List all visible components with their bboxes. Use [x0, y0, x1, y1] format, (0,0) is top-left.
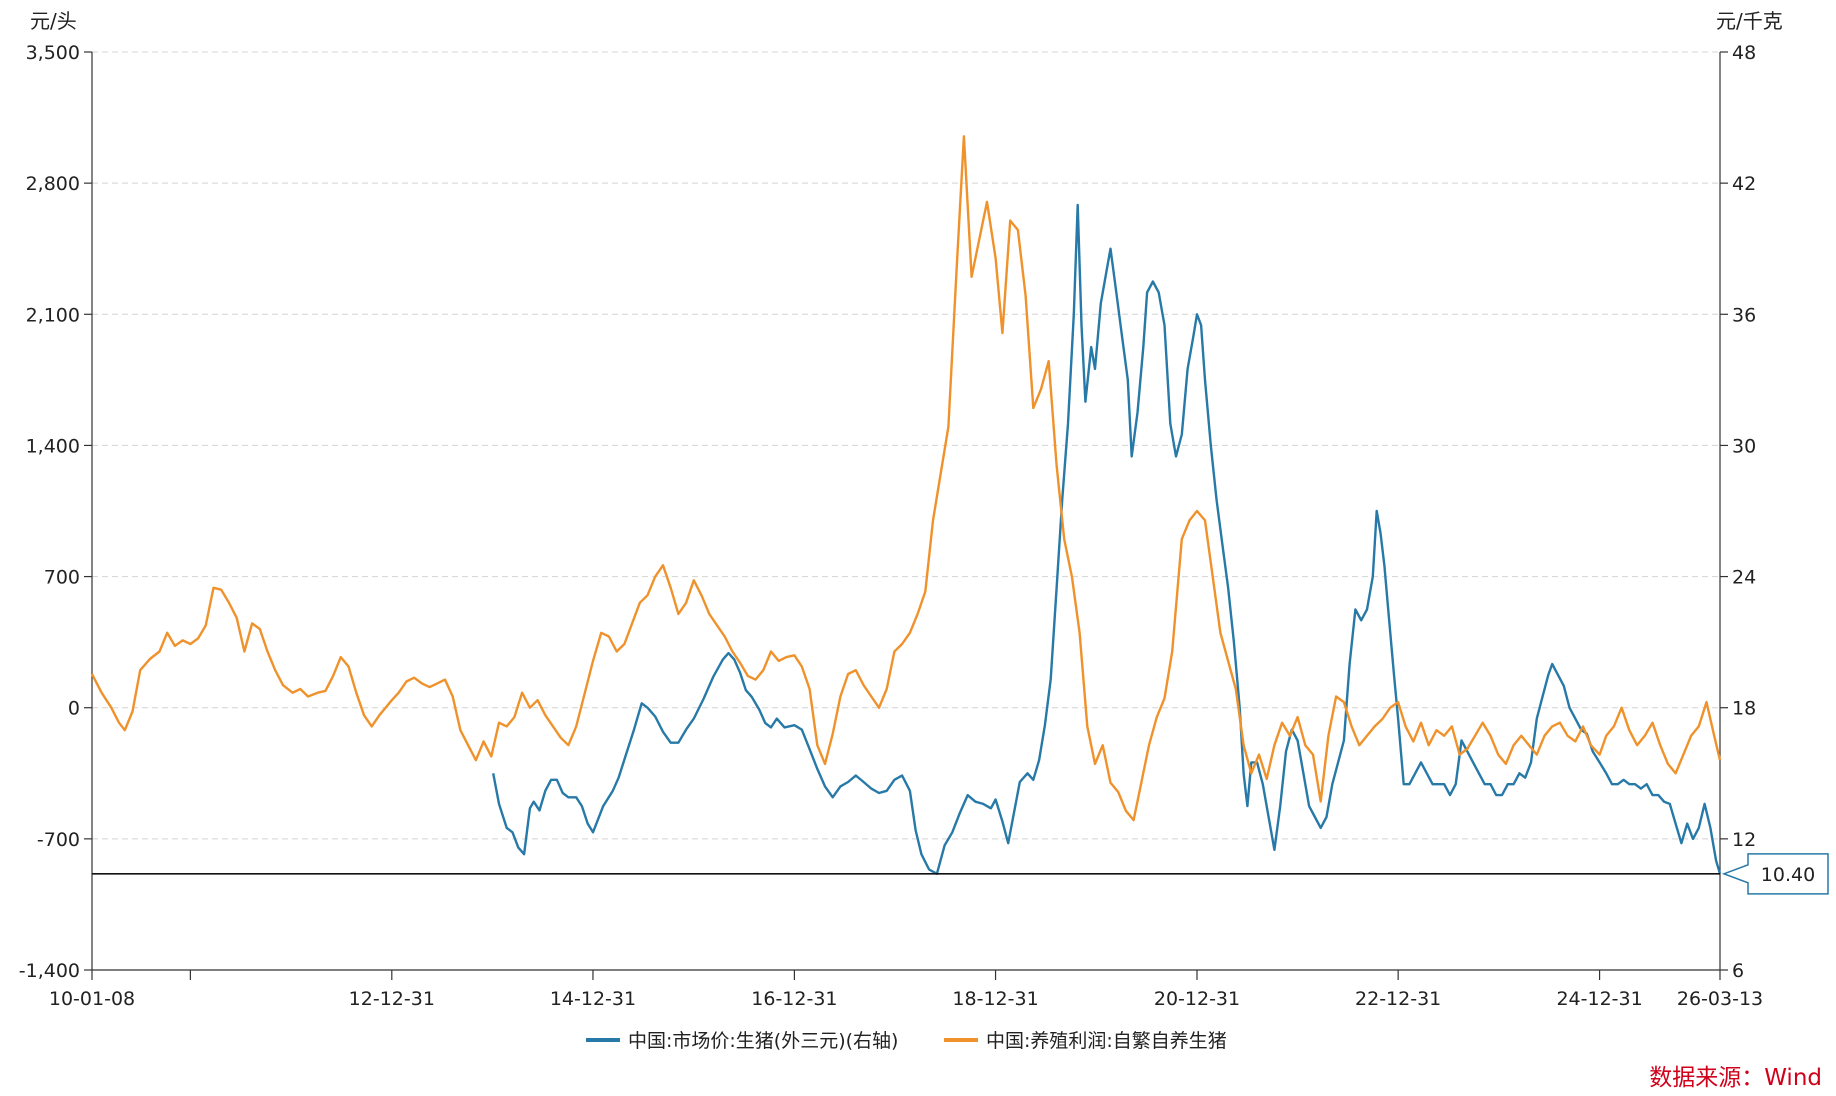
right-axis-tick-label: 30 — [1732, 435, 1756, 457]
left-axis-tick-label: -1,400 — [19, 960, 80, 982]
marker-layer: 10.40 — [92, 853, 1829, 895]
data-source-label: 数据来源：Wind — [1649, 1065, 1822, 1091]
x-axis-tick-label: 22-12-31 — [1355, 988, 1441, 1010]
x-axis-tick-label: 12-12-31 — [349, 988, 435, 1010]
x-axis-tick-label: 26-03-13 — [1677, 988, 1763, 1010]
left-axis-tick-label: 1,400 — [26, 435, 80, 457]
x-axis-tick-label: 18-12-31 — [952, 988, 1038, 1010]
x-axis-tick-label: 14-12-31 — [550, 988, 636, 1010]
left-axis-tick-label: -700 — [37, 829, 80, 851]
callout-value: 10.40 — [1761, 864, 1815, 886]
series-layer — [90, 135, 1722, 875]
left-axis-unit-label: 元/头 — [30, 9, 77, 33]
right-axis-tick-label: 36 — [1732, 304, 1756, 326]
callout-box — [1721, 853, 1829, 895]
right-axis-tick-label: 18 — [1732, 698, 1756, 720]
legend-label-2: 中国:养殖利润:自繁自养生猪 — [986, 1030, 1227, 1052]
right-axis-tick-label: 42 — [1732, 173, 1756, 195]
left-axis-tick-label: 700 — [44, 567, 80, 589]
x-axis-tick-label: 10-01-08 — [49, 988, 135, 1010]
right-axis-tick-label: 48 — [1732, 42, 1756, 64]
legend-label-1: 中国:市场价:生猪(外三元)(右轴) — [628, 1030, 898, 1052]
series-line-1 — [492, 203, 1722, 875]
right-axis-tick-label: 6 — [1732, 960, 1744, 982]
x-axis-tick-label: 20-12-31 — [1154, 988, 1240, 1010]
x-axis-tick-label: 16-12-31 — [751, 988, 837, 1010]
axes-layer: -1,400 -700 0 700 1,400 2,100 2,800 3,500 6 12 18 2… — [19, 42, 1763, 1010]
x-axis-tick-label: 24-12-31 — [1556, 988, 1642, 1010]
left-axis-tick-label: 0 — [68, 698, 80, 720]
right-axis-tick-label: 12 — [1732, 829, 1756, 851]
right-axis-tick-label: 24 — [1732, 567, 1756, 589]
left-axis-tick-label: 2,100 — [26, 304, 80, 326]
series-line-2 — [90, 135, 1722, 822]
grid-layer — [92, 51, 1720, 840]
right-axis-unit-label: 元/千克 — [1716, 9, 1783, 33]
left-axis-tick-label: 2,800 — [26, 173, 80, 195]
left-axis-tick-label: 3,500 — [26, 42, 80, 64]
legend: 中国:市场价:生猪(外三元)(右轴) 中国:养殖利润:自繁自养生猪 — [586, 1030, 1227, 1052]
